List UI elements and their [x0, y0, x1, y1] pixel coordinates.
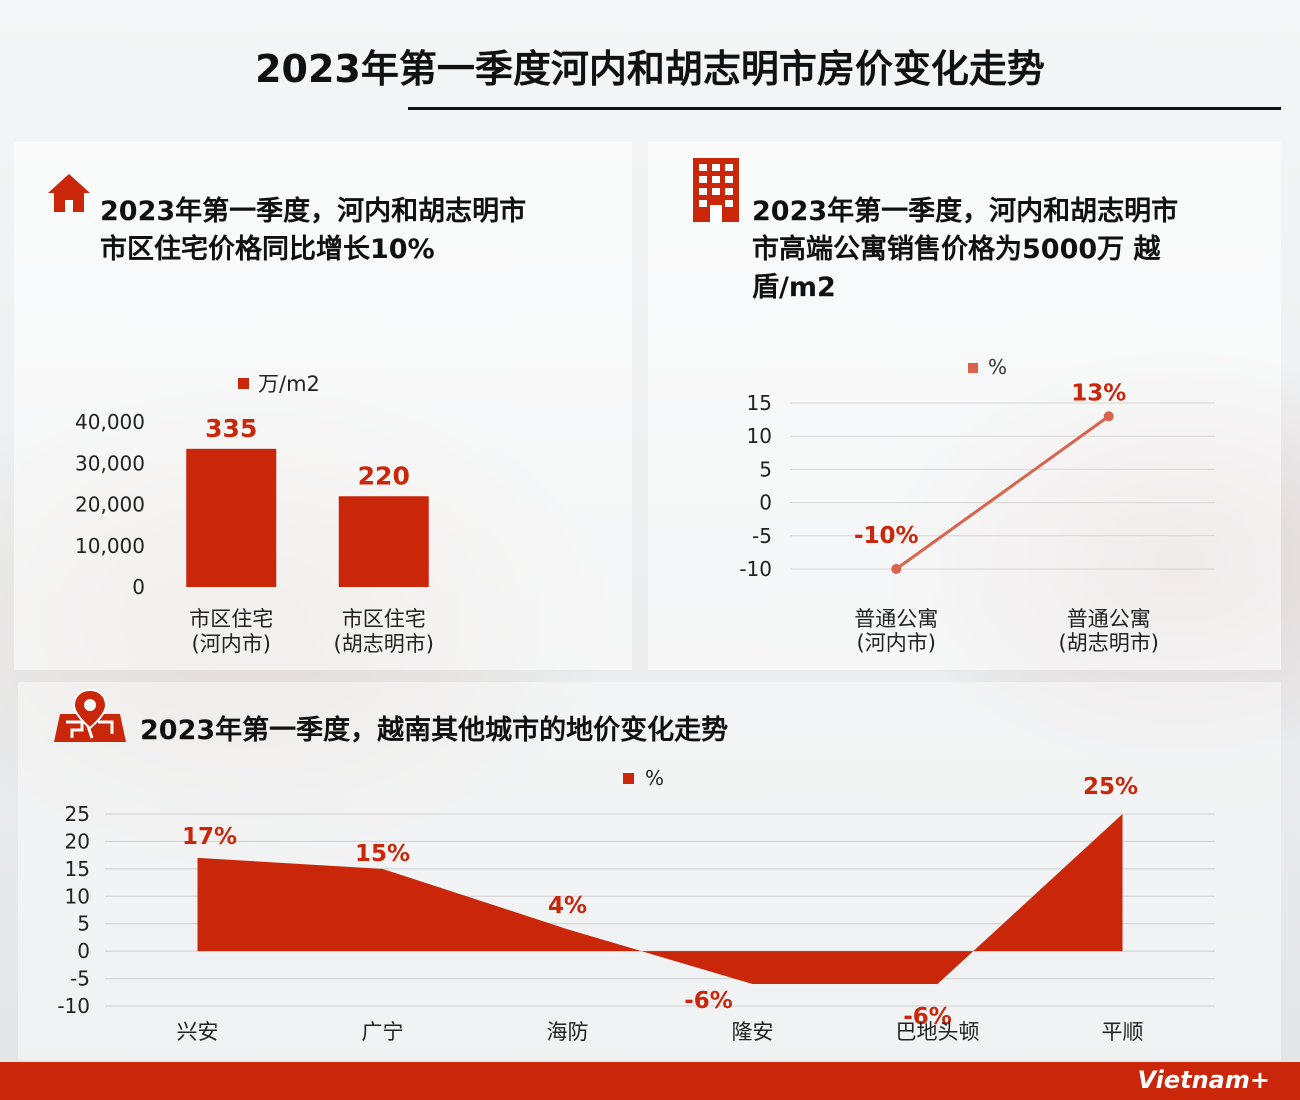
apartment-panel	[648, 142, 1281, 670]
y-tick-label: 10	[747, 424, 772, 448]
section-2-heading-line-1: 2023年第一季度，河内和胡志明市	[752, 196, 1179, 227]
legend-swatch	[623, 773, 634, 784]
legend-swatch	[238, 378, 249, 389]
legend-label: %	[988, 355, 1007, 379]
data-label: -10%	[854, 523, 919, 549]
y-tick-label: -5	[70, 967, 90, 991]
y-tick-label: 25	[65, 802, 90, 826]
x-tick-label: 平顺	[1102, 1020, 1144, 1044]
residential-panel	[14, 142, 632, 670]
data-label: -6%	[684, 988, 733, 1014]
data-label: 335	[205, 414, 257, 443]
y-tick-label: 10	[65, 884, 90, 908]
x-tick-label: 隆安	[732, 1020, 774, 1044]
section-1-heading-line-1: 2023年第一季度，河内和胡志明市	[100, 196, 527, 227]
x-tick-label: (河内市)	[192, 632, 271, 656]
map-pin-icon	[54, 688, 126, 742]
data-label: 4%	[548, 893, 587, 919]
building-icon	[693, 158, 739, 222]
y-tick-label: 15	[747, 391, 772, 415]
x-tick-label: 巴地头顿	[896, 1020, 980, 1044]
x-tick-label: 广宁	[362, 1020, 404, 1044]
section-2-heading-line-2: 市高端公寓销售价格为5000万 越	[752, 234, 1161, 265]
data-point	[1103, 411, 1114, 422]
section-1-heading-line-2: 市区住宅价格同比增长10%	[100, 234, 435, 265]
y-tick-label: 0	[759, 491, 772, 515]
y-tick-label: -5	[752, 524, 772, 548]
y-tick-label: -10	[57, 994, 90, 1018]
y-tick-label: 0	[132, 575, 145, 599]
y-tick-label: 5	[77, 912, 90, 936]
y-tick-label: 5	[759, 457, 772, 481]
y-tick-label: 10,000	[75, 534, 145, 558]
y-tick-label: 20,000	[75, 493, 145, 517]
x-tick-label: 兴安	[177, 1020, 219, 1044]
data-label: 17%	[182, 824, 237, 850]
brand-logo: Vietnam+	[1137, 1066, 1270, 1094]
section-1-heading: 2023年第一季度，河内和胡志明市 市区住宅价格同比增长10%	[100, 193, 526, 269]
data-label: 13%	[1071, 380, 1126, 406]
data-label: 220	[358, 461, 410, 490]
legend-label: 万/m2	[258, 372, 320, 396]
series-line	[895, 415, 1110, 571]
land-price-area-chart: %-10-5051015202517%兴安15%广宁4%海防-6%隆安-6%巴地…	[57, 766, 1215, 1044]
x-tick-label: (胡志明市)	[334, 632, 434, 656]
x-tick-label: 普通公寓	[1067, 607, 1151, 631]
series-area	[197, 814, 1123, 985]
data-label: 15%	[355, 841, 410, 867]
section-2-heading-line-3: 盾/m2	[752, 272, 836, 303]
x-tick-label: (河内市)	[857, 631, 936, 655]
x-tick-label: (胡志明市)	[1059, 631, 1159, 655]
x-tick-label: 市区住宅	[189, 607, 273, 631]
bar	[338, 496, 429, 587]
section-2-heading: 2023年第一季度，河内和胡志明市 市高端公寓销售价格为5000万 越 盾/m2	[752, 193, 1178, 307]
section-3-heading: 2023年第一季度，越南其他城市的地价变化走势	[140, 712, 728, 750]
y-tick-label: 20	[65, 829, 90, 853]
y-tick-label: 0	[77, 939, 90, 963]
x-tick-label: 市区住宅	[342, 607, 426, 631]
y-tick-label: 30,000	[75, 451, 145, 475]
y-tick-label: 15	[65, 857, 90, 881]
data-label: -6%	[903, 1004, 952, 1030]
y-tick-label: 40,000	[75, 410, 145, 434]
house-icon	[48, 174, 90, 212]
x-tick-label: 海防	[547, 1020, 589, 1044]
y-tick-label: -10	[739, 557, 772, 581]
page-title: 2023年第一季度河内和胡志明市房价变化走势	[255, 47, 1045, 91]
section-3-heading-line-1: 2023年第一季度，越南其他城市的地价变化走势	[140, 715, 729, 746]
data-label: 25%	[1083, 774, 1138, 800]
data-point	[891, 564, 902, 574]
footer-bar	[0, 1062, 1300, 1100]
legend-swatch	[968, 363, 978, 373]
title-underline	[408, 107, 1281, 110]
legend-label: %	[645, 766, 664, 790]
x-tick-label: 普通公寓	[854, 607, 938, 631]
bar	[186, 448, 277, 587]
